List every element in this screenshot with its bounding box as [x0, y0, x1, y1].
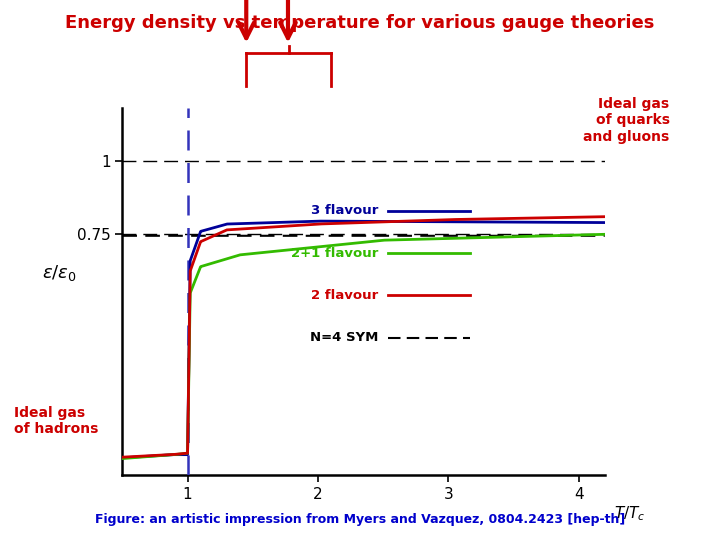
Text: 2 flavour: 2 flavour [311, 289, 378, 302]
Text: 3 flavour: 3 flavour [311, 204, 378, 217]
Text: Ideal gas
of quarks
and gluons: Ideal gas of quarks and gluons [583, 97, 670, 144]
Text: N=4 SYM: N=4 SYM [310, 331, 378, 344]
Text: $\varepsilon/\varepsilon_0$: $\varepsilon/\varepsilon_0$ [42, 263, 77, 284]
Text: Ideal gas
of hadrons: Ideal gas of hadrons [14, 406, 99, 436]
Text: Energy density vs temperature for various gauge theories: Energy density vs temperature for variou… [66, 14, 654, 31]
Text: $T/T_c$: $T/T_c$ [614, 504, 646, 523]
Text: 2+1 flavour: 2+1 flavour [291, 247, 378, 260]
Text: Figure: an artistic impression from Myers and Vazquez, 0804.2423 [hep-th]: Figure: an artistic impression from Myer… [95, 514, 625, 526]
